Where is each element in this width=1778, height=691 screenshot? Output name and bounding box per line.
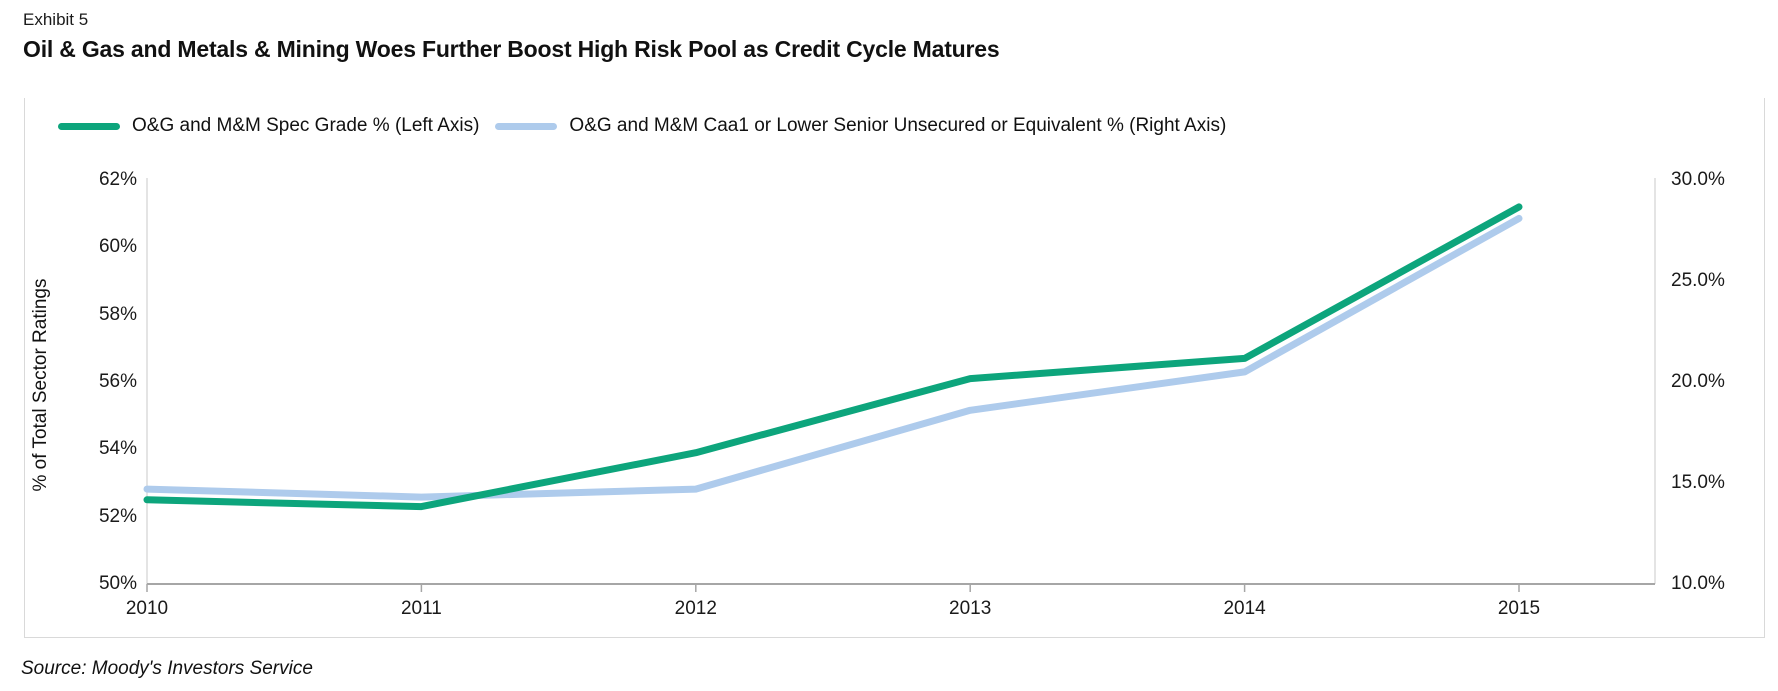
chart-container: O&G and M&M Spec Grade % (Left Axis) O&G … bbox=[24, 98, 1765, 638]
legend-item-caa1: O&G and M&M Caa1 or Lower Senior Unsecur… bbox=[495, 115, 1226, 137]
left-axis-tick-label: 56% bbox=[98, 371, 137, 392]
left-axis-tick-label: 52% bbox=[98, 505, 137, 527]
x-axis-tick-label: 2010 bbox=[125, 598, 169, 619]
right-axis-tick-label: 15.0% bbox=[1671, 472, 1725, 493]
x-axis-tick-label: 2014 bbox=[1223, 598, 1266, 619]
legend-label-spec-grade: O&G and M&M Spec Grade % (Left Axis) bbox=[132, 115, 480, 136]
left-axis-tick-label: 58% bbox=[98, 303, 137, 325]
left-axis-tick-label: 54% bbox=[98, 438, 137, 460]
legend-item-spec-grade: O&G and M&M Spec Grade % (Left Axis) bbox=[58, 115, 479, 137]
right-axis-tick-label: 25.0% bbox=[1671, 270, 1725, 291]
right-axis-tick-label: 20.0% bbox=[1671, 371, 1725, 392]
x-axis-tick-label: 2013 bbox=[949, 598, 992, 619]
left-axis-tick-label: 60% bbox=[98, 236, 137, 258]
legend: O&G and M&M Spec Grade % (Left Axis) O&G … bbox=[58, 112, 1242, 140]
left-axis-tick-label: 62% bbox=[98, 169, 137, 190]
chart-title: Oil & Gas and Metals & Mining Woes Furth… bbox=[23, 36, 1000, 62]
spec-grade-line bbox=[143, 203, 1523, 511]
caa1-line bbox=[143, 214, 1523, 501]
line-chart bbox=[143, 178, 1656, 592]
x-axis-tick-label: 2012 bbox=[674, 598, 717, 619]
legend-swatch-caa1 bbox=[495, 122, 558, 130]
right-axis-tick-label: 30.0% bbox=[1671, 169, 1725, 190]
left-axis-tick-label: 50% bbox=[98, 573, 137, 594]
source-note: Source: Moody's Investors Service bbox=[21, 658, 313, 679]
x-axis-tick-label: 2011 bbox=[400, 598, 442, 619]
right-axis-tick-label: 10.0% bbox=[1671, 573, 1725, 594]
exhibit-number: Exhibit 5 bbox=[23, 10, 89, 29]
x-axis-tick-label: 2015 bbox=[1497, 598, 1541, 619]
legend-swatch-spec-grade bbox=[58, 122, 120, 130]
legend-label-caa1: O&G and M&M Caa1 or Lower Senior Unsecur… bbox=[569, 115, 1227, 136]
